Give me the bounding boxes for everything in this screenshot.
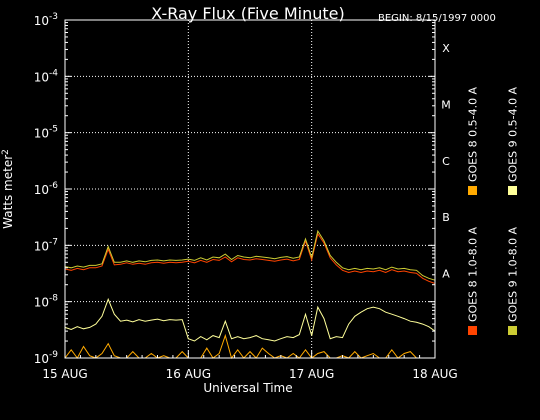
y-tick-label: 10-8 bbox=[34, 294, 59, 310]
flare-class-label: X bbox=[442, 42, 450, 55]
flare-class-labels: X M C B A bbox=[441, 42, 451, 280]
y-axis-label: Watts meter2 bbox=[1, 149, 15, 229]
x-axis-label: Universal Time bbox=[203, 381, 292, 395]
y-tick-exponent: -7 bbox=[49, 237, 58, 247]
y-tick-exponent: -9 bbox=[49, 350, 58, 360]
flare-class-label: B bbox=[442, 211, 450, 224]
y-axis-label-text: Watts meter bbox=[1, 155, 15, 229]
legend-label: GOES 9 1.0-8.0 A bbox=[507, 226, 520, 322]
grid-vertical bbox=[187, 20, 313, 358]
legend-swatch bbox=[508, 186, 517, 195]
begin-label: BEGIN: 8/15/1997 0000 bbox=[378, 13, 496, 24]
x-axis: 15 AUG 16 AUG 17 AUG 18 AUG bbox=[42, 351, 458, 381]
series-line-1 bbox=[64, 232, 436, 284]
y-tick-exponent: -5 bbox=[49, 125, 58, 135]
x-tick-label: 16 AUG bbox=[166, 367, 211, 381]
legend-label: GOES 8 1.0-8.0 A bbox=[467, 226, 480, 322]
x-tick-label: 15 AUG bbox=[42, 367, 87, 381]
y-axis: 10-310-410-510-610-710-810-9 bbox=[34, 12, 435, 366]
x-tick-label: 17 AUG bbox=[289, 367, 334, 381]
y-tick-base: 10 bbox=[34, 296, 49, 310]
y-tick-base: 10 bbox=[34, 183, 49, 197]
y-tick-label: 10-6 bbox=[34, 181, 59, 197]
flare-class-label: C bbox=[442, 155, 450, 168]
flare-class-label: M bbox=[441, 99, 451, 112]
y-tick-label: 10-5 bbox=[34, 125, 58, 141]
legend-label: GOES 9 0.5-4.0 A bbox=[507, 86, 520, 182]
y-tick-base: 10 bbox=[34, 70, 49, 84]
series-lines bbox=[64, 229, 436, 360]
y-tick-label: 10-9 bbox=[34, 350, 59, 366]
y-tick-exponent: -3 bbox=[49, 12, 58, 22]
legend-swatch bbox=[468, 326, 477, 335]
series-line-3 bbox=[64, 229, 436, 281]
chart-title: X-Ray Flux (Five Minute) bbox=[151, 4, 344, 23]
series-line-4 bbox=[64, 297, 436, 342]
y-tick-label: 10-3 bbox=[34, 12, 58, 28]
legend-swatch bbox=[508, 326, 517, 335]
legend-swatch bbox=[468, 186, 477, 195]
y-tick-label: 10-4 bbox=[34, 68, 59, 84]
x-tick-label: 18 AUG bbox=[412, 367, 457, 381]
y-tick-base: 10 bbox=[34, 14, 49, 28]
y-tick-base: 10 bbox=[34, 352, 49, 366]
y-tick-exponent: -4 bbox=[49, 68, 58, 78]
y-tick-base: 10 bbox=[34, 239, 49, 253]
y-tick-label: 10-7 bbox=[34, 237, 58, 253]
y-tick-exponent: -8 bbox=[49, 294, 58, 304]
y-tick-exponent: -6 bbox=[49, 181, 58, 191]
y-axis-label-superscript: 2 bbox=[1, 149, 11, 155]
flare-class-label: A bbox=[442, 268, 450, 281]
legend-label: GOES 8 0.5-4.0 A bbox=[467, 86, 480, 182]
y-tick-base: 10 bbox=[34, 127, 49, 141]
legend: GOES 8 1.0-8.0 A GOES 8 0.5-4.0 A GOES 9 1… bbox=[467, 86, 520, 335]
